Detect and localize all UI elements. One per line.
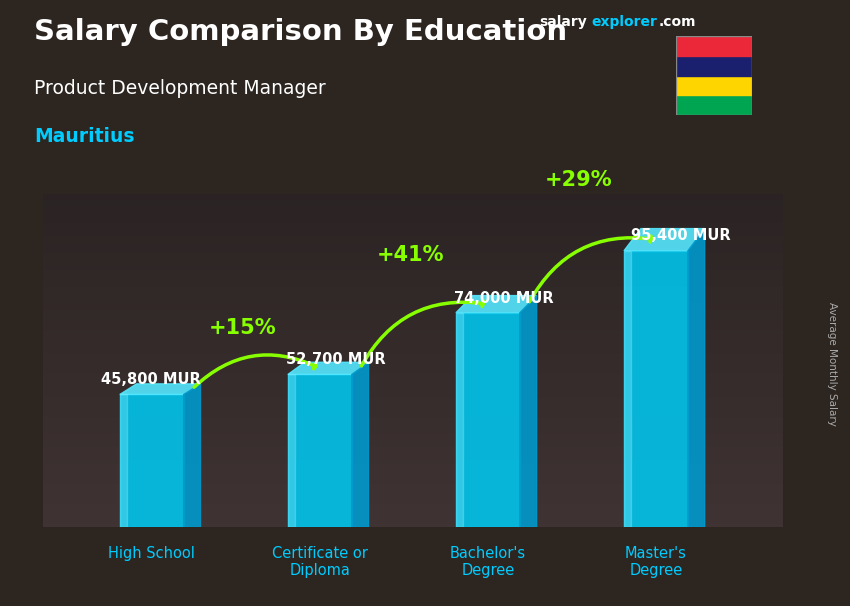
Text: explorer: explorer xyxy=(592,15,657,29)
Polygon shape xyxy=(288,375,295,527)
Polygon shape xyxy=(624,228,705,251)
Text: +29%: +29% xyxy=(545,170,613,190)
Text: 52,700 MUR: 52,700 MUR xyxy=(286,352,386,367)
Bar xyxy=(676,56,752,76)
Polygon shape xyxy=(288,375,352,527)
Text: .com: .com xyxy=(659,15,696,29)
Text: salary: salary xyxy=(540,15,587,29)
Polygon shape xyxy=(184,384,201,527)
Polygon shape xyxy=(624,251,688,527)
Polygon shape xyxy=(120,384,201,395)
Text: Salary Comparison By Education: Salary Comparison By Education xyxy=(34,18,567,46)
Polygon shape xyxy=(624,251,631,527)
Polygon shape xyxy=(456,313,520,527)
Text: +41%: +41% xyxy=(377,245,445,265)
Bar xyxy=(676,95,752,115)
Polygon shape xyxy=(120,395,127,527)
Text: Product Development Manager: Product Development Manager xyxy=(34,79,326,98)
Polygon shape xyxy=(456,313,462,527)
Text: Mauritius: Mauritius xyxy=(34,127,134,146)
Bar xyxy=(676,76,752,95)
Text: Average Monthly Salary: Average Monthly Salary xyxy=(827,302,837,425)
Polygon shape xyxy=(520,296,536,527)
Bar xyxy=(676,36,752,56)
Polygon shape xyxy=(688,228,705,527)
Text: +15%: +15% xyxy=(209,318,276,338)
Text: 95,400 MUR: 95,400 MUR xyxy=(631,228,730,244)
Polygon shape xyxy=(288,362,369,375)
Polygon shape xyxy=(456,296,536,313)
Polygon shape xyxy=(120,395,184,527)
Text: 45,800 MUR: 45,800 MUR xyxy=(101,372,201,387)
Polygon shape xyxy=(352,362,369,527)
Text: 74,000 MUR: 74,000 MUR xyxy=(454,290,554,305)
